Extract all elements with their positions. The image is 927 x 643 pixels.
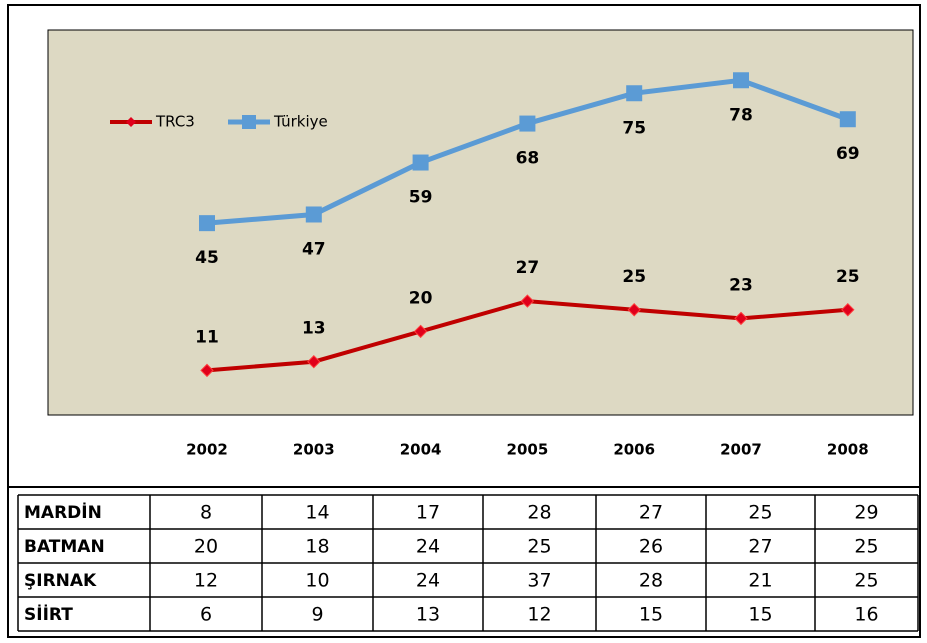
marker bbox=[626, 85, 643, 102]
table-cell: 13 bbox=[416, 604, 440, 626]
marker bbox=[627, 303, 641, 317]
table-cell: 26 bbox=[639, 536, 663, 558]
marker bbox=[307, 355, 321, 369]
table-cell: 14 bbox=[305, 502, 329, 524]
marker bbox=[839, 111, 856, 128]
row-name: BATMAN bbox=[24, 537, 105, 557]
table-cell: 27 bbox=[639, 502, 663, 524]
table-cell: 20 bbox=[194, 536, 218, 558]
table-cell: 6 bbox=[200, 604, 212, 626]
data-label: 47 bbox=[302, 239, 326, 259]
legend-marker bbox=[126, 117, 136, 127]
marker bbox=[199, 215, 215, 232]
x-tick-label: 2007 bbox=[720, 441, 762, 459]
data-label: 45 bbox=[195, 248, 219, 268]
x-tick-label: 2008 bbox=[827, 441, 869, 459]
marker bbox=[305, 206, 322, 223]
table-cell: 24 bbox=[416, 570, 440, 592]
table-cell: 25 bbox=[748, 502, 772, 524]
data-label: 25 bbox=[622, 267, 646, 287]
x-tick-label: 2005 bbox=[507, 441, 549, 459]
data-label: 20 bbox=[409, 288, 433, 308]
data-label: 59 bbox=[409, 188, 433, 208]
x-tick-label: 2006 bbox=[613, 441, 655, 459]
data-label: 25 bbox=[836, 267, 860, 287]
marker bbox=[734, 311, 748, 326]
table-cell: 21 bbox=[748, 570, 772, 592]
data-label: 11 bbox=[195, 327, 219, 347]
table-cell: 29 bbox=[854, 502, 878, 524]
table-cell: 15 bbox=[639, 604, 663, 626]
table-cell: 28 bbox=[527, 502, 551, 524]
row-name: SİİRT bbox=[24, 603, 73, 625]
marker bbox=[412, 154, 429, 171]
data-label: 75 bbox=[622, 118, 646, 138]
table-cell: 27 bbox=[748, 536, 772, 558]
table-cell: 17 bbox=[416, 502, 440, 524]
data-label: 13 bbox=[302, 319, 326, 339]
plot-area bbox=[47, 29, 914, 416]
table-cell: 15 bbox=[748, 604, 772, 626]
marker bbox=[200, 363, 214, 378]
legend-label: Türkiye bbox=[273, 113, 328, 131]
table-cell: 12 bbox=[194, 570, 218, 592]
marker bbox=[413, 324, 428, 339]
data-label: 69 bbox=[836, 144, 860, 164]
table-cell: 18 bbox=[305, 536, 329, 558]
table-cell: 25 bbox=[854, 570, 878, 592]
table-cell: 10 bbox=[305, 570, 329, 592]
table-cell: 25 bbox=[527, 536, 551, 558]
marker bbox=[519, 115, 536, 132]
data-label: 27 bbox=[516, 258, 540, 278]
row-name: MARDİN bbox=[24, 501, 102, 523]
x-tick-label: 2002 bbox=[186, 441, 228, 459]
x-tick-label: 2004 bbox=[400, 441, 442, 459]
table-cell: 28 bbox=[639, 570, 663, 592]
x-tick-label: 2003 bbox=[293, 441, 335, 459]
marker bbox=[841, 303, 855, 317]
table-cell: 8 bbox=[200, 502, 212, 524]
table-cell: 25 bbox=[854, 536, 878, 558]
table-cell: 9 bbox=[311, 604, 323, 626]
table-cell: 16 bbox=[854, 604, 878, 626]
legend-marker bbox=[242, 115, 256, 129]
marker bbox=[733, 72, 749, 89]
table-cell: 24 bbox=[416, 536, 440, 558]
table-cell: 12 bbox=[527, 604, 551, 626]
row-name: ŞIRNAK bbox=[24, 571, 97, 591]
legend-label: TRC3 bbox=[155, 113, 195, 131]
marker bbox=[520, 294, 535, 308]
table-cell: 37 bbox=[527, 570, 551, 592]
data-label: 78 bbox=[729, 105, 753, 125]
data-label: 68 bbox=[516, 149, 540, 169]
data-label: 23 bbox=[729, 275, 753, 295]
